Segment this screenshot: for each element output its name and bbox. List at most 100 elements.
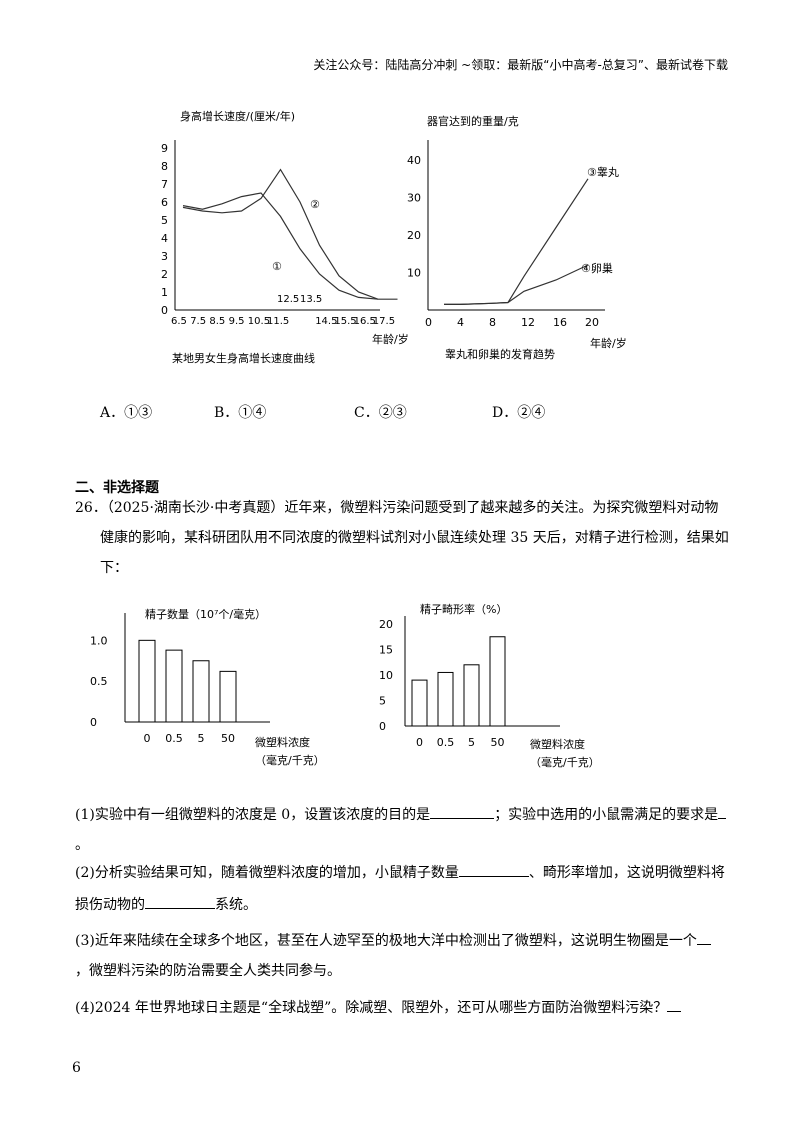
- answer-blank-6[interactable]: [667, 997, 682, 1012]
- chart2-ytick: 40: [407, 154, 421, 167]
- c4-xtick: 50: [491, 736, 505, 749]
- c3-xtick: 5: [198, 732, 205, 745]
- subquestion-3: (3)近年来陆续在全球多个地区，甚至在人迹罕至的极地大洋中检测出了微塑料，这说明…: [75, 926, 711, 956]
- chart2-xtick: 12: [521, 316, 535, 329]
- option-c: C．②③: [354, 405, 407, 421]
- header-note: 关注公众号：陆陆高分冲刺 ~领取：最新版“小中高考-总复习”、最新试卷下载: [313, 58, 728, 72]
- chart2-xtick: 0: [425, 316, 432, 329]
- page-number: 6: [72, 1060, 81, 1076]
- question-source: （2025·湖南长沙·中考真题）: [106, 500, 285, 516]
- question-intro-1: 近年来，微塑料污染问题受到了越来越多的关注。为探究微塑料对动物: [284, 500, 719, 516]
- chart1-series-1-line: [182, 192, 379, 300]
- subquestion-1-end: 。: [75, 837, 89, 853]
- chart2-series-2-label: ④卵巢: [581, 262, 613, 275]
- c4-xtick: 5: [468, 736, 475, 749]
- answer-blank-3[interactable]: [458, 862, 529, 877]
- sperm-count-chart: 精子数量（10⁷个/毫克） 0 0.5 1.0 0 0.5 5 50 微塑料浓度 （毫克/…: [90, 607, 325, 767]
- chart2-ytick: 20: [407, 229, 421, 242]
- chart2-xlabel: 年龄/岁: [590, 336, 627, 350]
- chart1-ytick: 7: [161, 178, 168, 191]
- c4-ytick: 15: [379, 644, 393, 657]
- chart1-xtick: 6.5: [171, 316, 187, 327]
- chart2-xtick: 20: [585, 316, 599, 329]
- subquestion-3-line-2: ，微塑料污染的防治需要全人类共同参与。: [75, 963, 341, 979]
- c3-xtick: 0.5: [165, 732, 183, 745]
- c3-xtick: 0: [144, 732, 151, 745]
- chart2-xtick: 16: [553, 316, 567, 329]
- c3-bar: [165, 649, 183, 723]
- chart2-xtick: 8: [489, 316, 496, 329]
- c4-ytick: 5: [379, 695, 386, 708]
- c3-bar: [138, 639, 156, 723]
- chart1-caption: 某地男女生身高增长速度曲线: [172, 351, 315, 365]
- subquestion-2-text-d: 系统。: [215, 897, 257, 913]
- c4-xtick: 0: [416, 736, 423, 749]
- subquestion-4-text-a: (4)2024 年世界地球日主题是“全球战塑”。除减塑、限塑外，还可从哪些方面防…: [75, 1000, 668, 1016]
- option-b: B．①④: [214, 405, 267, 421]
- chart1-xtick: 11.5: [267, 316, 289, 327]
- question-26-line-2: 健康的影响，某科研团队用不同浓度的微塑料试剂对小鼠连续处理 35 天后，对精子进…: [100, 530, 729, 546]
- chart2-caption: 睾丸和卵巢的发育趋势: [445, 347, 555, 361]
- subquestion-1: (1)实验中有一组微塑料的浓度是 0，设置该浓度的目的是 ；实验中选用的小鼠需满足…: [75, 800, 727, 830]
- chart4-xlabel: 微塑料浓度: [530, 737, 585, 751]
- c3-ytick: 1.0: [90, 634, 108, 647]
- chart1-ytick: 6: [161, 196, 168, 209]
- chart1-ytick: 8: [161, 160, 168, 173]
- chart1-annotation-12-5: 12.5: [277, 294, 299, 305]
- c4-bar: [463, 664, 480, 727]
- chart1-xtick: 17.5: [373, 316, 395, 327]
- chart1-series-2-label: ②: [310, 198, 320, 211]
- chart3-xunit: （毫克/千克）: [255, 753, 325, 767]
- chart1-ytick: 5: [161, 214, 168, 227]
- question-26-line-1: 26．（2025·湖南长沙·中考真题）近年来，微塑料污染问题受到了越来越多的关注…: [75, 493, 718, 523]
- answer-blank-1[interactable]: [430, 804, 495, 819]
- chart2-xtick: 4: [457, 316, 464, 329]
- chart1-xtick: 16.5: [354, 316, 376, 327]
- chart1-title: 身高增长速度/(厘米/年): [180, 109, 295, 123]
- answer-blank-2[interactable]: [718, 804, 727, 819]
- c3-xtick: 50: [221, 732, 235, 745]
- subquestion-3-text-a: (3)近年来陆续在全球多个地区，甚至在人迹罕至的极地大洋中检测出了微塑料，这说明…: [75, 933, 697, 949]
- answer-blank-5[interactable]: [696, 930, 711, 945]
- chart2-series-2-line: [444, 264, 589, 305]
- organ-weight-chart: 器官达到的重量/克 10 20 30 40 0 4 8 12 16 20 ③睾丸 ④卵巢 年龄/…: [407, 114, 627, 361]
- section-title: 二、非选择题: [75, 480, 159, 496]
- chart4-xunit: （毫克/千克）: [530, 755, 600, 769]
- chart1-ytick: 2: [161, 268, 168, 281]
- c4-xtick: 0.5: [437, 736, 455, 749]
- subquestion-1-text-b: ；实验中选用的小鼠需满足的要求是: [494, 807, 719, 823]
- chart1-series-1-label: ①: [272, 260, 282, 273]
- chart1-ytick: 3: [161, 250, 168, 263]
- chart2-series-1-line: [444, 178, 589, 305]
- chart1-xtick: 9.5: [229, 316, 245, 327]
- chart1-ytick: 4: [161, 232, 168, 245]
- subquestion-1-text-a: (1)实验中有一组微塑料的浓度是 0，设置该浓度的目的是: [75, 807, 431, 823]
- height-growth-chart: 身高增长速度/(厘米/年) 0 1 2 3 4 5 6 7 8 9 6.5 7.5 8.5 9.5 10.…: [161, 109, 409, 365]
- c4-ytick: 10: [379, 669, 393, 682]
- c4-ytick: 20: [379, 618, 393, 631]
- question-number: 26．: [75, 500, 107, 516]
- chart3-xlabel: 微塑料浓度: [255, 735, 310, 749]
- chart2-ytick: 10: [407, 267, 421, 280]
- option-a: A．①③: [100, 405, 153, 421]
- question-26-line-3: 下：: [100, 560, 128, 576]
- answer-blank-4[interactable]: [145, 894, 215, 909]
- c3-ytick: 0: [90, 716, 97, 729]
- chart1-xtick: 14.5: [315, 316, 337, 327]
- chart3-title: 精子数量（10⁷个/毫克）: [145, 607, 266, 621]
- c4-bar: [437, 671, 454, 727]
- subquestion-2: (2)分析实验结果可知，随着微塑料浓度的增加，小鼠精子数量 、畸形率增加，这说明微…: [75, 858, 725, 888]
- subquestion-4: (4)2024 年世界地球日主题是“全球战塑”。除减塑、限塑外，还可从哪些方面防…: [75, 993, 682, 1023]
- chart1-series-2-line: [182, 168, 398, 300]
- chart1-xtick: 7.5: [190, 316, 206, 327]
- subquestion-2-text-c: 损伤动物的: [75, 897, 145, 913]
- chart1-xlabel: 年龄/岁: [372, 332, 409, 346]
- subquestion-2-text-b: 、畸形率增加，这说明微塑料将: [528, 865, 725, 881]
- subquestion-2-line-2: 损伤动物的 系统。: [75, 890, 257, 920]
- c3-ytick: 0.5: [90, 675, 108, 688]
- chart1-xtick: 15.5: [334, 316, 356, 327]
- chart4-title: 精子畸形率（%）: [420, 602, 507, 616]
- chart1-annotation-13-5: 13.5: [300, 294, 322, 305]
- c4-ytick: 0: [379, 720, 386, 733]
- c3-bar: [192, 660, 210, 723]
